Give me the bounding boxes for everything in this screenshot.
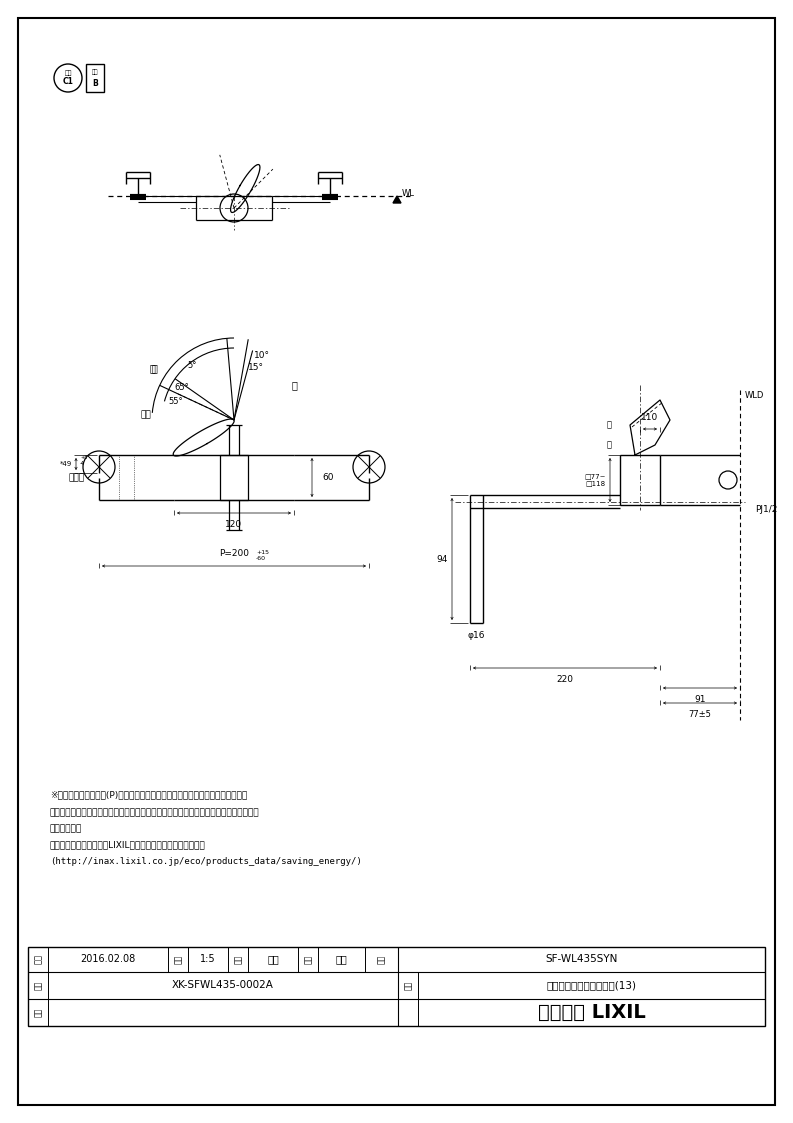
- Text: 1:5: 1:5: [200, 955, 216, 965]
- Text: ・流量調節栓は取付脚に付いています。取替えの際は、取付脚ごと交換してください。: ・流量調節栓は取付脚に付いています。取替えの際は、取付脚ごと交換してください。: [50, 809, 259, 818]
- Text: 湯: 湯: [152, 363, 158, 373]
- Text: 宮本: 宮本: [267, 955, 279, 965]
- Bar: [220, 455, 248, 500]
- Text: -60: -60: [256, 556, 266, 562]
- Text: 120: 120: [225, 520, 243, 529]
- Text: 2016.02.08: 2016.02.08: [80, 955, 136, 965]
- Text: +15: +15: [256, 550, 269, 555]
- Text: (http://inax.lixil.co.jp/eco/products_data/saving_energy/): (http://inax.lixil.co.jp/eco/products_da…: [50, 857, 362, 866]
- Bar: [86, 64, 104, 92]
- Polygon shape: [393, 197, 401, 203]
- Text: 湯: 湯: [149, 363, 155, 373]
- Text: 65°: 65°: [174, 383, 190, 393]
- Text: 検図: 検図: [304, 955, 312, 965]
- Text: C1: C1: [63, 76, 74, 85]
- Text: PJ1/2: PJ1/2: [755, 505, 777, 514]
- Text: シングルレバー混合水栓(13): シングルレバー混合水栓(13): [546, 980, 637, 990]
- Text: 220: 220: [557, 675, 573, 684]
- Text: 取付脚: 取付脚: [69, 473, 85, 482]
- Text: -4: -4: [80, 462, 85, 466]
- Text: 15°: 15°: [248, 364, 264, 373]
- Text: □77~
□118: □77~ □118: [584, 474, 606, 486]
- Text: ・節湯記号については、LIXILホームページを参照ください。: ・節湯記号については、LIXILホームページを参照ください。: [50, 840, 205, 849]
- Text: 開: 開: [607, 440, 612, 449]
- Bar: [28, 947, 765, 1026]
- Text: +8: +8: [80, 455, 87, 460]
- Text: 55°: 55°: [169, 398, 183, 407]
- Text: 10°: 10°: [254, 350, 270, 359]
- Text: 品番: 品番: [377, 955, 386, 965]
- Text: 60: 60: [322, 473, 334, 482]
- Text: 94: 94: [437, 555, 448, 564]
- Text: ※印寸法は配管ピッチ(P)が最大～最小の場合を（標準寸法）で示しています。: ※印寸法は配管ピッチ(P)が最大～最小の場合を（標準寸法）で示しています。: [50, 791, 247, 800]
- Text: 備考: 備考: [33, 1007, 43, 1017]
- Text: 製図: 製図: [233, 955, 243, 965]
- Text: 日付: 日付: [33, 955, 43, 965]
- Text: 77±5: 77±5: [688, 710, 711, 719]
- Text: 品名: 品名: [404, 980, 412, 990]
- Text: 株式会示 LIXIL: 株式会示 LIXIL: [538, 1003, 646, 1022]
- Text: *49: *49: [59, 462, 72, 467]
- Text: 閉: 閉: [607, 420, 612, 429]
- Text: 池川: 池川: [335, 955, 347, 965]
- Text: P=200: P=200: [219, 549, 249, 558]
- Text: 5°: 5°: [187, 360, 197, 369]
- Text: B: B: [92, 80, 98, 89]
- Text: XK-SFWL435-0002A: XK-SFWL435-0002A: [172, 980, 274, 990]
- Text: 水: 水: [291, 380, 297, 390]
- Text: 混傐: 混傐: [140, 411, 151, 420]
- Text: 91: 91: [694, 695, 706, 704]
- Text: SF-WL435SYN: SF-WL435SYN: [546, 955, 618, 965]
- Text: φ16: φ16: [467, 630, 485, 639]
- Text: 尺度: 尺度: [174, 955, 182, 965]
- Text: WL: WL: [402, 190, 415, 199]
- Text: 節湯: 節湯: [92, 70, 98, 75]
- Text: ・（水抜式）: ・（水抜式）: [50, 824, 82, 833]
- Text: WLD: WLD: [745, 391, 764, 400]
- Text: 図番: 図番: [33, 980, 43, 990]
- Text: 110: 110: [642, 413, 659, 422]
- Text: 節電: 節電: [64, 71, 71, 75]
